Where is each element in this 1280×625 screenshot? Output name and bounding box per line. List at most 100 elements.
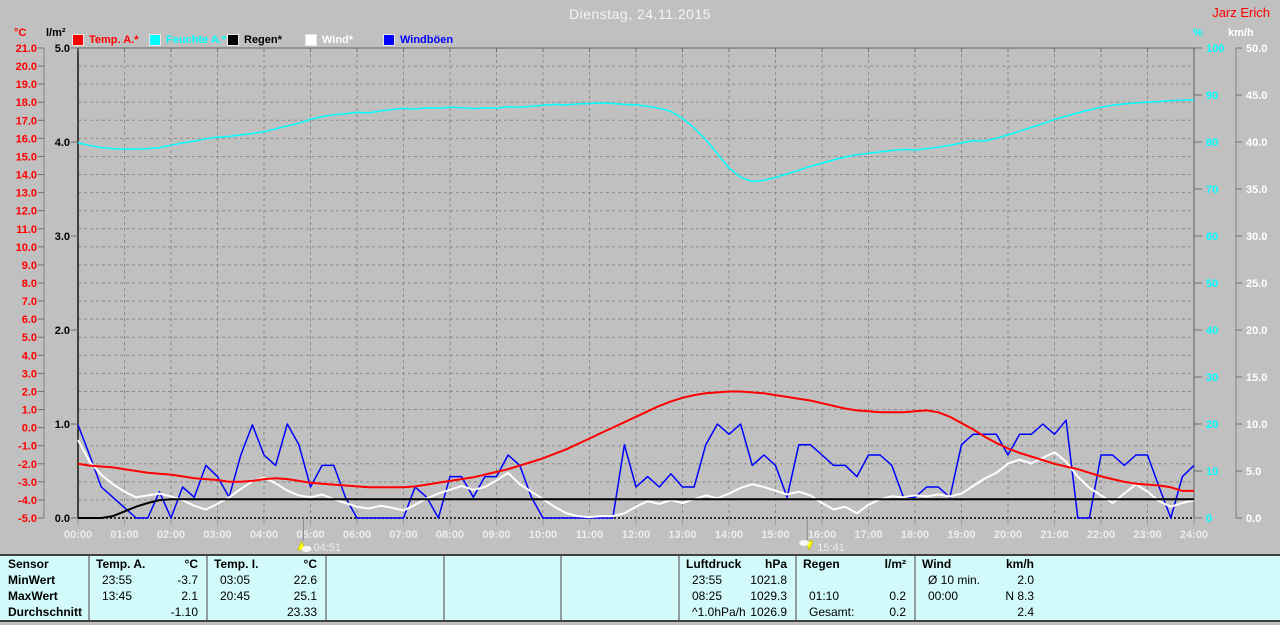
temp-tick-label: -3.0 xyxy=(18,477,37,489)
wind-tick-label: 50.0 xyxy=(1246,43,1267,55)
humidity-tick-label: 30 xyxy=(1206,372,1218,384)
legend-swatch xyxy=(72,34,84,46)
page-title: Dienstag, 24.11.2015 xyxy=(568,6,712,22)
humidity-tick-label: 100 xyxy=(1206,43,1224,55)
temp-tick-label: 13.0 xyxy=(16,188,37,200)
legend-item-feuchte-a-: Feuchte A.* xyxy=(149,33,226,47)
legend-item-windb-en: Windböen xyxy=(383,33,453,47)
table-divider xyxy=(795,556,797,620)
temp-tick-label: 17.0 xyxy=(16,115,37,127)
time-tick-label: 19:00 xyxy=(947,529,975,541)
legend-label: Regen* xyxy=(244,34,282,46)
time-tick-label: 02:00 xyxy=(157,529,185,541)
table-cell: 00:00 xyxy=(928,589,959,603)
temp-axis-unit: °C xyxy=(14,27,27,39)
legend-item-regen-: Regen* xyxy=(227,33,282,47)
wind-axis-unit: km/h xyxy=(1228,27,1254,39)
wind-tick-label: 35.0 xyxy=(1246,184,1267,196)
table-cell: 23.33 xyxy=(286,605,317,619)
rain-axis-unit: l/m² xyxy=(46,27,66,39)
table-cell: 1021.8 xyxy=(750,573,787,587)
table-cell: 03:05 xyxy=(220,573,251,587)
table-cell: 01:10 xyxy=(809,589,840,603)
time-tick-label: 10:00 xyxy=(529,529,557,541)
plot-frame xyxy=(77,47,1195,525)
table-cell: 1026.9 xyxy=(750,605,787,619)
rain-tick-label: 3.0 xyxy=(55,231,70,243)
humidity-tick-label: 0 xyxy=(1206,513,1212,525)
wind-tick-label: 10.0 xyxy=(1246,419,1267,431)
humidity-tick-label: 70 xyxy=(1206,184,1218,196)
rain-tick-label: 2.0 xyxy=(55,325,70,337)
time-tick-label: 15:00 xyxy=(761,529,789,541)
table-cell: MinWert xyxy=(8,573,56,587)
legend-item-wind-: Wind* xyxy=(305,33,353,47)
time-axis: 00:00 01:00 02:00 03:00 04:00 05:00 06:00 07:00… xyxy=(64,529,1208,541)
station-owner-label: Jarz Erich xyxy=(1212,5,1270,20)
cloud-icon xyxy=(301,546,312,552)
humidity-tick-label: 90 xyxy=(1206,90,1218,102)
temp-tick-label: 2.0 xyxy=(22,386,37,398)
sunrise-time-label: 04:51 xyxy=(314,542,342,554)
temp-tick-label: 6.0 xyxy=(22,314,37,326)
table-cell: N 8.3 xyxy=(1005,589,1034,603)
wind-tick-label: 40.0 xyxy=(1246,137,1267,149)
wind-tick-label: 25.0 xyxy=(1246,278,1267,290)
temp-tick-label: 1.0 xyxy=(22,405,37,417)
legend-label: Wind* xyxy=(322,34,354,46)
table-divider xyxy=(560,556,562,620)
table-cell: °C xyxy=(303,557,317,571)
temp-tick-label: -5.0 xyxy=(18,513,37,525)
temp-tick-label: 14.0 xyxy=(16,170,37,182)
humidity-tick-label: 80 xyxy=(1206,137,1218,149)
time-tick-label: 17:00 xyxy=(854,529,882,541)
table-divider xyxy=(88,556,90,620)
table-cell: 20:45 xyxy=(220,589,251,603)
sunset-time-label: 15:41 xyxy=(817,542,845,554)
wind-axis: 50.0 45.0 40.0 35.0 30.0 25.0 20.0 15.0 10.0 5.0 0… xyxy=(1235,43,1267,525)
table-cell: Temp. A. xyxy=(96,557,146,571)
time-tick-label: 00:00 xyxy=(64,529,92,541)
table-cell: km/h xyxy=(1005,557,1034,571)
table-cell: Durchschnitt xyxy=(8,605,83,619)
table-cell: 13:45 xyxy=(102,589,133,603)
temp-tick-label: 11.0 xyxy=(16,224,37,236)
legend-label: Windböen xyxy=(400,34,454,46)
temp-tick-label: 16.0 xyxy=(16,133,37,145)
temp-tick-label: 5.0 xyxy=(22,332,37,344)
time-tick-label: 18:00 xyxy=(901,529,929,541)
legend-swatch xyxy=(149,34,161,46)
series-temp-a- xyxy=(77,390,1194,492)
temp-tick-label: 15.0 xyxy=(16,151,37,163)
sunset-marker: 15:41 xyxy=(799,518,845,554)
legend-swatch xyxy=(383,34,395,46)
table-cell: 08:25 xyxy=(692,589,723,603)
table-cell: ^1.0hPa/h xyxy=(692,605,746,619)
table-cell: 0.2 xyxy=(889,589,906,603)
table-divider xyxy=(443,556,445,620)
time-tick-label: 07:00 xyxy=(389,529,417,541)
time-tick-label: 14:00 xyxy=(715,529,743,541)
wind-tick-label: 30.0 xyxy=(1246,231,1267,243)
rain-tick-label: 0.0 xyxy=(55,513,70,525)
chart-legend: Temp. A.* Feuchte A.* Regen* Wind* Windböen xyxy=(0,33,1280,47)
table-cell: -3.7 xyxy=(177,573,198,587)
wind-tick-label: 0.0 xyxy=(1246,513,1261,525)
time-tick-label: 03:00 xyxy=(203,529,231,541)
time-tick-label: 16:00 xyxy=(808,529,836,541)
gridlines xyxy=(78,48,1194,518)
legend-item-temp-a-: Temp. A.* xyxy=(72,33,139,47)
table-cell: hPa xyxy=(764,557,787,571)
series-feuchte-a- xyxy=(77,98,1195,183)
humidity-tick-label: 50 xyxy=(1206,278,1218,290)
temp-tick-label: 10.0 xyxy=(16,242,37,254)
humidity-tick-label: 60 xyxy=(1206,231,1218,243)
table-cell: Luftdruck xyxy=(686,557,742,571)
time-tick-label: 05:00 xyxy=(296,529,324,541)
temp-tick-label: 20.0 xyxy=(16,61,37,73)
rain-tick-label: 5.0 xyxy=(55,43,70,55)
table-cell: °C xyxy=(184,557,198,571)
temp-tick-label: 12.0 xyxy=(16,206,37,218)
series-regen xyxy=(78,498,1194,519)
